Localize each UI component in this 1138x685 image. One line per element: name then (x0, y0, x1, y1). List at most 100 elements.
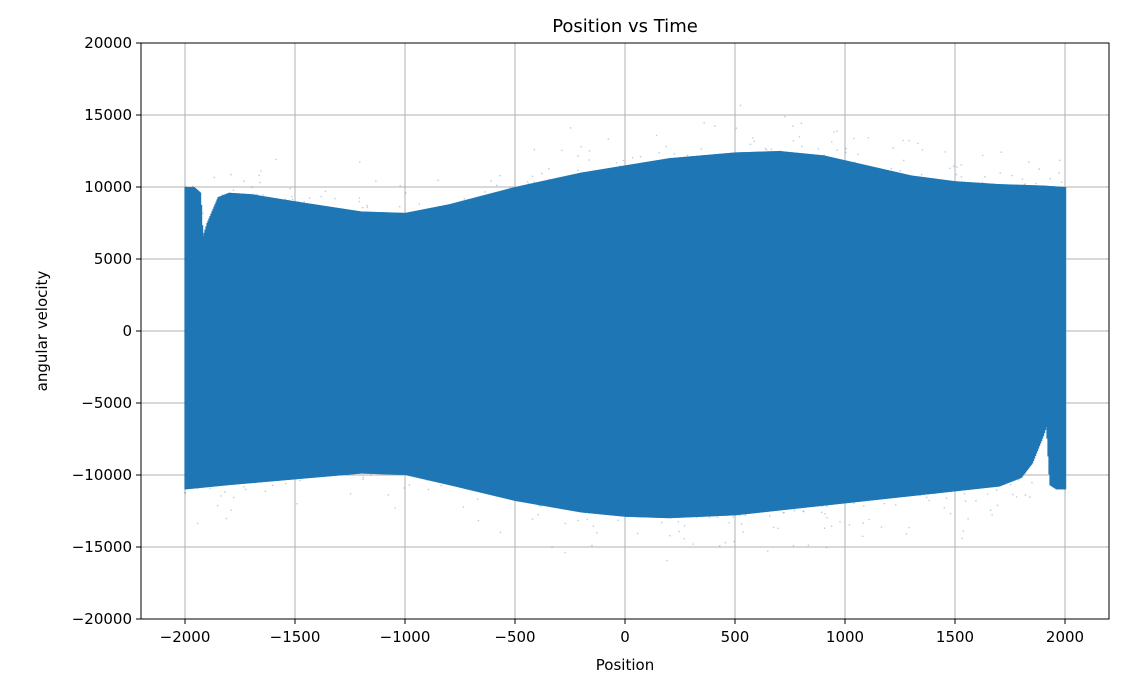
outlier-point (299, 479, 301, 482)
outlier-point (548, 178, 550, 181)
data-point-column (726, 153, 729, 516)
data-point-column (1010, 184, 1013, 482)
outlier-point (580, 145, 583, 148)
data-point-column (552, 178, 555, 508)
data-point-column (636, 163, 639, 518)
outlier-point (619, 165, 621, 167)
outlier-point (243, 485, 245, 488)
data-point-column (1052, 186, 1055, 488)
data-point-column (616, 166, 619, 516)
data-point-column (628, 164, 631, 517)
data-point-column (871, 166, 874, 501)
data-point-column (639, 162, 642, 518)
data-point-column (803, 153, 806, 508)
data-point-column (769, 151, 772, 512)
outlier-point (297, 200, 300, 203)
data-point-column (804, 153, 807, 508)
data-point-column (822, 155, 825, 506)
data-point-column (570, 174, 573, 511)
outlier-point (366, 206, 369, 209)
data-point-column (952, 180, 955, 492)
data-point-column (406, 212, 409, 476)
outlier-point (1012, 493, 1014, 496)
data-point-column (1042, 185, 1045, 437)
data-point-column (261, 196, 264, 483)
y-tick-label: 15000 (84, 106, 132, 124)
outlier-point (362, 476, 365, 478)
outlier-point (1028, 161, 1030, 163)
series-points (184, 151, 1067, 519)
data-point-column (634, 163, 637, 518)
outlier-point (801, 145, 803, 148)
data-point-column (774, 151, 777, 511)
data-point-column (429, 208, 432, 481)
data-point-column (697, 155, 700, 517)
outlier-point (476, 498, 479, 500)
outlier-point (289, 187, 292, 190)
data-point-column (435, 206, 438, 483)
data-point-column (453, 202, 456, 487)
data-point-column (714, 154, 717, 517)
data-point-column (235, 193, 238, 485)
outlier-point (744, 514, 747, 516)
data-point-column (654, 160, 657, 518)
data-point-column (826, 156, 829, 506)
y-tick-label: −15000 (72, 538, 132, 556)
data-point-column (421, 209, 424, 479)
data-point-column (360, 211, 363, 474)
outlier-point (967, 518, 969, 520)
data-point-column (339, 208, 342, 476)
data-point-column (712, 154, 715, 517)
data-point-column (858, 163, 861, 502)
data-point-column (629, 164, 632, 517)
data-point-column (500, 190, 503, 498)
data-point-column (661, 159, 664, 518)
outlier-point (531, 175, 534, 178)
data-point-column (476, 196, 479, 492)
outlier-point (1058, 159, 1061, 162)
data-point-column (599, 169, 602, 515)
data-point-column (728, 152, 731, 516)
data-point-column (242, 193, 245, 484)
data-point-column (720, 153, 723, 516)
data-point-column (234, 193, 237, 485)
data-point-column (609, 167, 612, 516)
outlier-point (462, 506, 465, 508)
data-point-column (513, 187, 516, 501)
outlier-point (216, 504, 219, 507)
data-point-column (1011, 184, 1014, 482)
data-point-column (466, 199, 469, 490)
x-tick-label: 1000 (826, 628, 864, 646)
data-point-column (668, 158, 671, 519)
data-point-column (601, 169, 604, 515)
data-point-column (439, 206, 442, 484)
x-axis: −2000 −1500 −1000 −500 0 500 1000 1500 2000 (160, 619, 1084, 646)
data-point-column (963, 181, 966, 491)
data-point-column (456, 202, 459, 487)
outlier-point (564, 522, 567, 525)
data-point-column (784, 151, 787, 510)
data-point-column (306, 203, 309, 479)
data-point-column (743, 152, 746, 515)
data-point-column (561, 176, 564, 510)
data-point-column (613, 167, 616, 516)
data-point-column (568, 175, 571, 511)
data-point-column (1002, 184, 1005, 485)
data-point-column (964, 181, 967, 491)
data-point-column (929, 177, 932, 495)
data-point-column (1061, 186, 1064, 490)
data-point-column (359, 211, 362, 474)
data-point-column (475, 197, 478, 492)
data-point-column (988, 183, 991, 488)
data-point-column (1017, 184, 1020, 480)
outlier-point (686, 154, 689, 157)
data-point-column (518, 186, 521, 502)
data-point-column (481, 195, 484, 493)
outlier-point (852, 502, 855, 505)
data-point-column (342, 208, 345, 476)
data-point-column (985, 183, 988, 488)
data-point-column (589, 171, 592, 514)
data-point-column (869, 166, 872, 501)
data-point-column (778, 151, 781, 511)
data-point-column (1004, 184, 1007, 485)
